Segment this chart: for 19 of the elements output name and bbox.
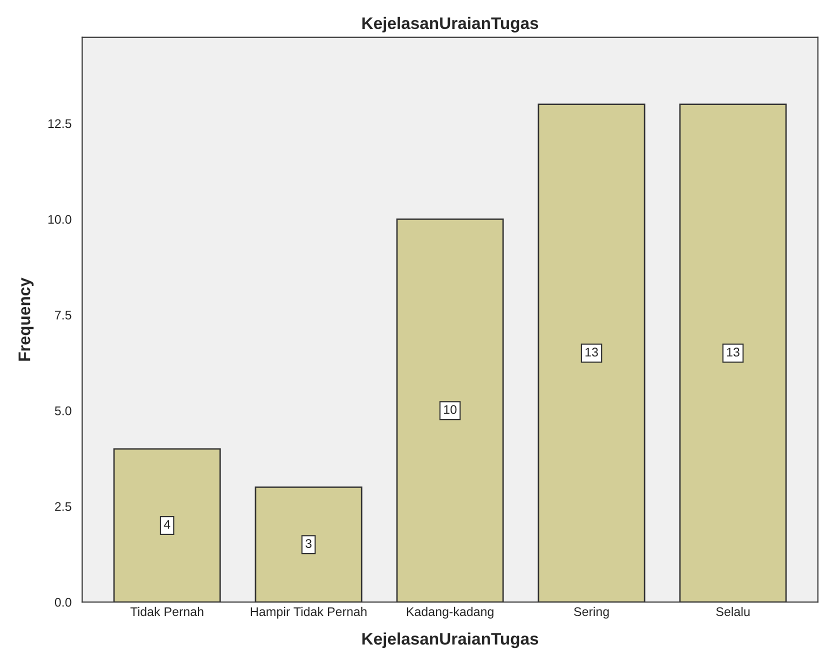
data-label: 10 <box>444 405 457 414</box>
y-tick-label: 5.0 <box>54 406 72 416</box>
y-axis-title: Frequency <box>18 278 34 361</box>
y-tick-label: 0.0 <box>54 598 72 607</box>
x-tick-label: Kadang-kadang <box>406 606 494 619</box>
data-label: 13 <box>727 348 740 357</box>
y-tick-label: 7.5 <box>55 310 72 320</box>
x-axis-title: KejelasanUraianTugas <box>362 632 538 648</box>
data-label: 4 <box>164 520 170 529</box>
x-tick-label: Sering <box>574 606 609 619</box>
chart-title: KejelasanUraianTugas <box>362 16 538 32</box>
x-tick-label: Hampir Tidak Pernah <box>250 606 366 619</box>
x-tick-label: Selalu <box>716 606 750 616</box>
y-tick-label: 10.0 <box>48 214 72 224</box>
x-tick-label: Tidak Pernah <box>130 606 204 616</box>
y-tick-label: 12.5 <box>48 119 72 128</box>
y-tick-label: 2.5 <box>55 502 72 511</box>
data-label: 3 <box>306 539 312 548</box>
data-label: 13 <box>586 348 598 357</box>
